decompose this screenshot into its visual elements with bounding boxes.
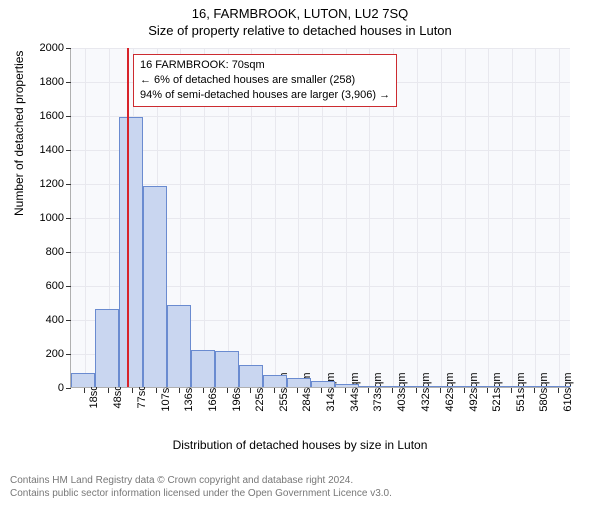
- ytick-label: 1400: [18, 144, 64, 156]
- bar: [311, 381, 335, 387]
- xtick-label: 462sqm: [444, 372, 456, 411]
- xtick-mark: [84, 388, 85, 393]
- xtick-mark: [464, 388, 465, 393]
- xtick-label: 610sqm: [562, 372, 574, 411]
- address-line: 16, FARMBROOK, LUTON, LU2 7SQ: [0, 6, 600, 21]
- bar: [191, 350, 215, 387]
- xtick-mark: [297, 388, 298, 393]
- xtick-label: 373sqm: [372, 372, 384, 411]
- chart-container: 16 FARMBROOK: 70sqm ← 6% of detached hou…: [70, 48, 570, 428]
- bar: [479, 386, 503, 387]
- xtick-label: 314sqm: [325, 372, 337, 411]
- gridline-h: [71, 116, 570, 117]
- xtick-mark: [368, 388, 369, 393]
- ytick-label: 200: [18, 348, 64, 360]
- xtick-mark: [179, 388, 180, 393]
- plot-area: 16 FARMBROOK: 70sqm ← 6% of detached hou…: [70, 48, 570, 388]
- ytick-label: 1200: [18, 178, 64, 190]
- bar: [95, 309, 119, 387]
- annotation-line-3: 94% of semi-detached houses are larger (…: [140, 88, 390, 103]
- annotation-box: 16 FARMBROOK: 70sqm ← 6% of detached hou…: [133, 54, 397, 107]
- ytick-mark: [66, 388, 71, 389]
- xtick-mark: [487, 388, 488, 393]
- ytick-label: 1600: [18, 110, 64, 122]
- footer-line-2: Contains public sector information licen…: [10, 487, 392, 500]
- ytick-label: 2000: [18, 42, 64, 54]
- xtick-mark: [132, 388, 133, 393]
- bar: [71, 373, 95, 387]
- gridline-v: [559, 48, 560, 387]
- bar: [119, 117, 143, 387]
- xtick-label: 432sqm: [420, 372, 432, 411]
- gridline-v: [441, 48, 442, 387]
- bar: [263, 375, 287, 387]
- chart-title: Size of property relative to detached ho…: [0, 23, 600, 38]
- bar: [455, 386, 479, 387]
- bar: [383, 386, 407, 387]
- gridline-v: [465, 48, 466, 387]
- xtick-mark: [156, 388, 157, 393]
- bar: [431, 386, 455, 387]
- xtick-label: 521sqm: [491, 372, 503, 411]
- reference-line: [127, 48, 129, 387]
- xtick-mark: [392, 388, 393, 393]
- bar: [527, 386, 551, 387]
- ytick-label: 600: [18, 280, 64, 292]
- xtick-mark: [345, 388, 346, 393]
- ytick-label: 0: [18, 382, 64, 394]
- xtick-label: 344sqm: [349, 372, 361, 411]
- bar: [359, 386, 383, 387]
- xtick-mark: [440, 388, 441, 393]
- bar: [143, 186, 167, 387]
- xtick-mark: [534, 388, 535, 393]
- xtick-label: 403sqm: [396, 372, 408, 411]
- bar: [407, 386, 431, 387]
- xtick-mark: [108, 388, 109, 393]
- bar: [503, 386, 527, 387]
- ytick-label: 400: [18, 314, 64, 326]
- xtick-mark: [274, 388, 275, 393]
- xtick-label: 580sqm: [538, 372, 550, 411]
- gridline-v: [85, 48, 86, 387]
- gridline-v: [535, 48, 536, 387]
- gridline-h: [71, 150, 570, 151]
- gridline-v: [512, 48, 513, 387]
- bar: [239, 365, 263, 387]
- xtick-mark: [321, 388, 322, 393]
- annotation-line-1: 16 FARMBROOK: 70sqm: [140, 58, 390, 73]
- gridline-h: [71, 184, 570, 185]
- xtick-mark: [416, 388, 417, 393]
- ytick-label: 800: [18, 246, 64, 258]
- xtick-label: 551sqm: [515, 372, 527, 411]
- footer-attribution: Contains HM Land Registry data © Crown c…: [10, 474, 392, 500]
- xtick-mark: [227, 388, 228, 393]
- bar: [215, 351, 239, 387]
- footer-line-1: Contains HM Land Registry data © Crown c…: [10, 474, 392, 487]
- gridline-h: [71, 48, 570, 49]
- xtick-mark: [558, 388, 559, 393]
- bar: [335, 384, 359, 387]
- gridline-v: [417, 48, 418, 387]
- bar: [551, 386, 571, 387]
- xtick-mark: [203, 388, 204, 393]
- bar: [287, 378, 311, 387]
- annotation-line-2: ← 6% of detached houses are smaller (258…: [140, 73, 390, 88]
- xtick-mark: [511, 388, 512, 393]
- ytick-label: 1800: [18, 76, 64, 88]
- gridline-v: [488, 48, 489, 387]
- x-axis-label: Distribution of detached houses by size …: [0, 438, 600, 452]
- xtick-label: 492sqm: [468, 372, 480, 411]
- ytick-label: 1000: [18, 212, 64, 224]
- bar: [167, 305, 191, 387]
- xtick-mark: [250, 388, 251, 393]
